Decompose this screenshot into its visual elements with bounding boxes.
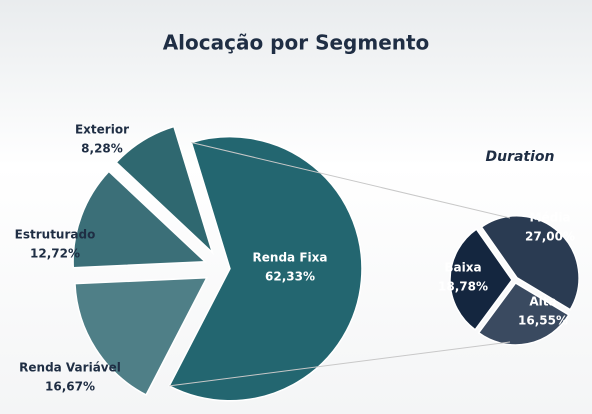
pie-slice [449,228,513,331]
chart-title: Alocação por Segmento [163,31,430,55]
slice-label: Estruturado [15,228,96,242]
slice-label: Renda Fixa [253,251,328,265]
slice-value-label: 18,78% [438,280,488,294]
slice-label: Média [530,211,571,225]
slice-label: Exterior [75,123,129,137]
slice-label: Renda Variável [19,361,121,375]
pie-slice [480,215,580,311]
slice-value-label: 16,55% [518,314,568,328]
pie-slice [72,170,207,269]
pie-slice [477,281,570,346]
connector-line [169,341,511,387]
slice-value-label: 8,28% [81,142,123,156]
pie-slice [74,276,209,396]
pie-slice [168,135,363,402]
slice-value-label: 16,67% [45,380,95,394]
slice-value-label: 27,00% [525,230,575,244]
connector-line [191,142,511,219]
slice-value-label: 62,33% [265,270,315,284]
sub-chart-title: Duration [485,149,554,165]
slice-label: Baixa [444,261,481,275]
slice-value-label: 12,72% [30,247,80,261]
slice-label: Alta [529,295,556,309]
pie-slice [115,125,215,256]
